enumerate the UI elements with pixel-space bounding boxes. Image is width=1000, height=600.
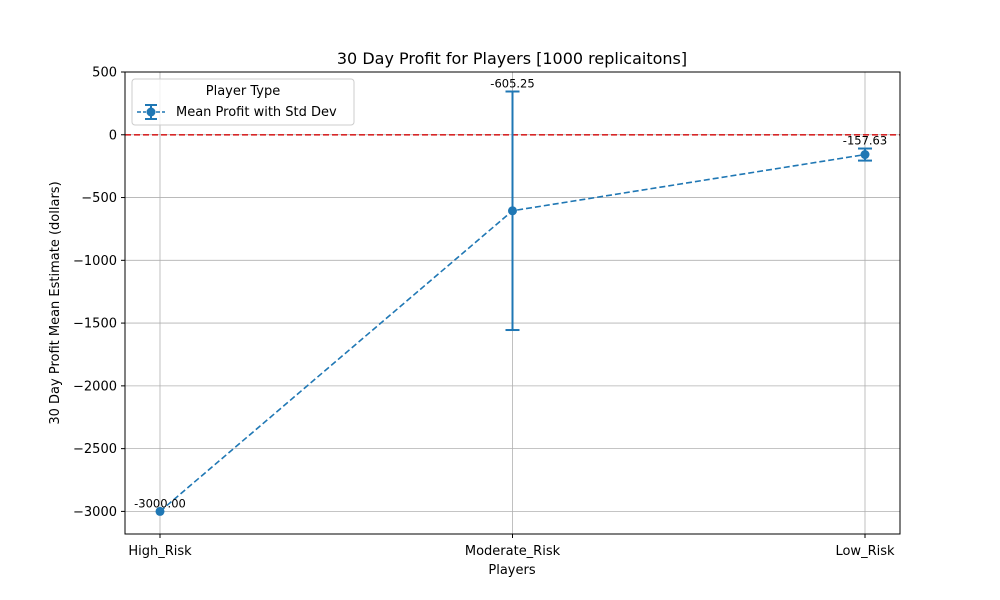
data-point <box>508 206 517 216</box>
x-tick-label: High_Risk <box>128 544 192 559</box>
series-layer: -3000.00 -605.25 -157.63 <box>134 76 887 516</box>
legend-entry-label: Mean Profit with Std Dev <box>176 105 337 120</box>
y-tick-label: 0 <box>109 128 117 143</box>
x-axis-label: Players <box>488 563 535 578</box>
data-point <box>860 150 870 160</box>
y-tick-label: −1000 <box>73 254 117 269</box>
legend-box <box>131 78 355 126</box>
legend-marker <box>137 104 165 120</box>
y-tick-label: −500 <box>81 191 117 206</box>
y-tick-label: −1500 <box>73 317 117 332</box>
legend-title: Player Type <box>206 84 280 99</box>
ticks: 500 0 −500 −1000 −1500 −2000 −2500 −3000 High_Ri… <box>73 66 895 560</box>
legend-point <box>146 107 156 117</box>
y-axis-label: 30 Day Profit Mean Estimate (dollars) <box>48 181 63 424</box>
y-tick-label: −3000 <box>73 505 117 520</box>
chart-title: 30 Day Profit for Players [1000 replicai… <box>337 49 687 68</box>
data-label: -157.63 <box>843 134 887 148</box>
data-label: -605.25 <box>490 76 534 90</box>
y-tick-label: −2500 <box>73 442 117 457</box>
x-tick-label: Moderate_Risk <box>465 544 561 559</box>
y-tick-label: 500 <box>92 66 117 81</box>
y-tick-label: −2000 <box>73 379 117 394</box>
legend: Player Type Mean Profit with Std Dev <box>131 78 355 126</box>
data-label: -3000.00 <box>134 496 186 510</box>
data-point <box>155 506 165 516</box>
x-tick-label: Low_Risk <box>835 544 895 559</box>
